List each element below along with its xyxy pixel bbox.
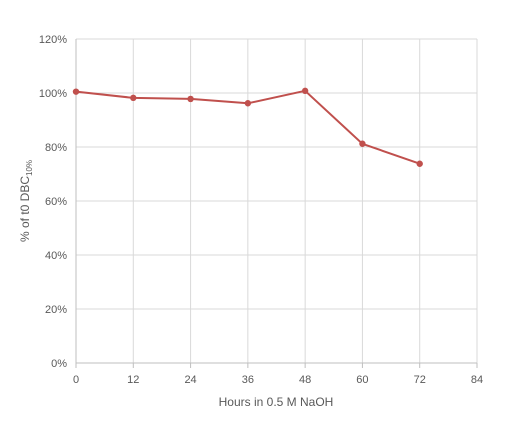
x-tick-label: 48	[299, 374, 311, 386]
data-point	[416, 160, 423, 167]
axes	[75, 39, 478, 368]
data-point	[130, 94, 137, 102]
x-tick-label: 24	[184, 374, 196, 386]
y-axis-title-main: % of t0 DBC	[18, 176, 32, 242]
x-axis-title: Hours in 0.5 M NaOH	[219, 395, 334, 409]
x-tick-label: 36	[242, 374, 254, 386]
data-point	[359, 140, 366, 147]
horizontal-gridlines	[76, 38, 477, 310]
data-point	[72, 88, 80, 95]
y-tick-label: 100%	[39, 88, 67, 100]
y-tick-label: 0%	[51, 358, 67, 370]
x-tick-label: 12	[127, 374, 139, 386]
y-tick-label: 20%	[45, 304, 67, 316]
y-tick-label: 80%	[45, 142, 67, 154]
x-tick-label: 84	[471, 374, 483, 386]
x-tick-label: 0	[73, 374, 79, 386]
y-tick-label: 60%	[45, 196, 67, 208]
y-tick-label: 120%	[39, 34, 67, 46]
y-tick-label: 40%	[45, 250, 67, 262]
y-tick-labels: 0% 20% 40% 60% 80% 100% 120%	[39, 34, 67, 370]
x-tick-labels: 0 12 24 36 48 60 72 84	[73, 374, 483, 386]
data-point	[187, 95, 194, 103]
y-axis-title: % of t0 DBC10%	[18, 160, 34, 242]
y-axis-title-subscript: 10%	[25, 160, 34, 176]
data-point	[301, 87, 309, 95]
x-tick-label: 60	[356, 374, 368, 386]
x-tick-label: 72	[414, 374, 426, 386]
data-point	[244, 100, 252, 107]
series-group	[72, 87, 423, 167]
